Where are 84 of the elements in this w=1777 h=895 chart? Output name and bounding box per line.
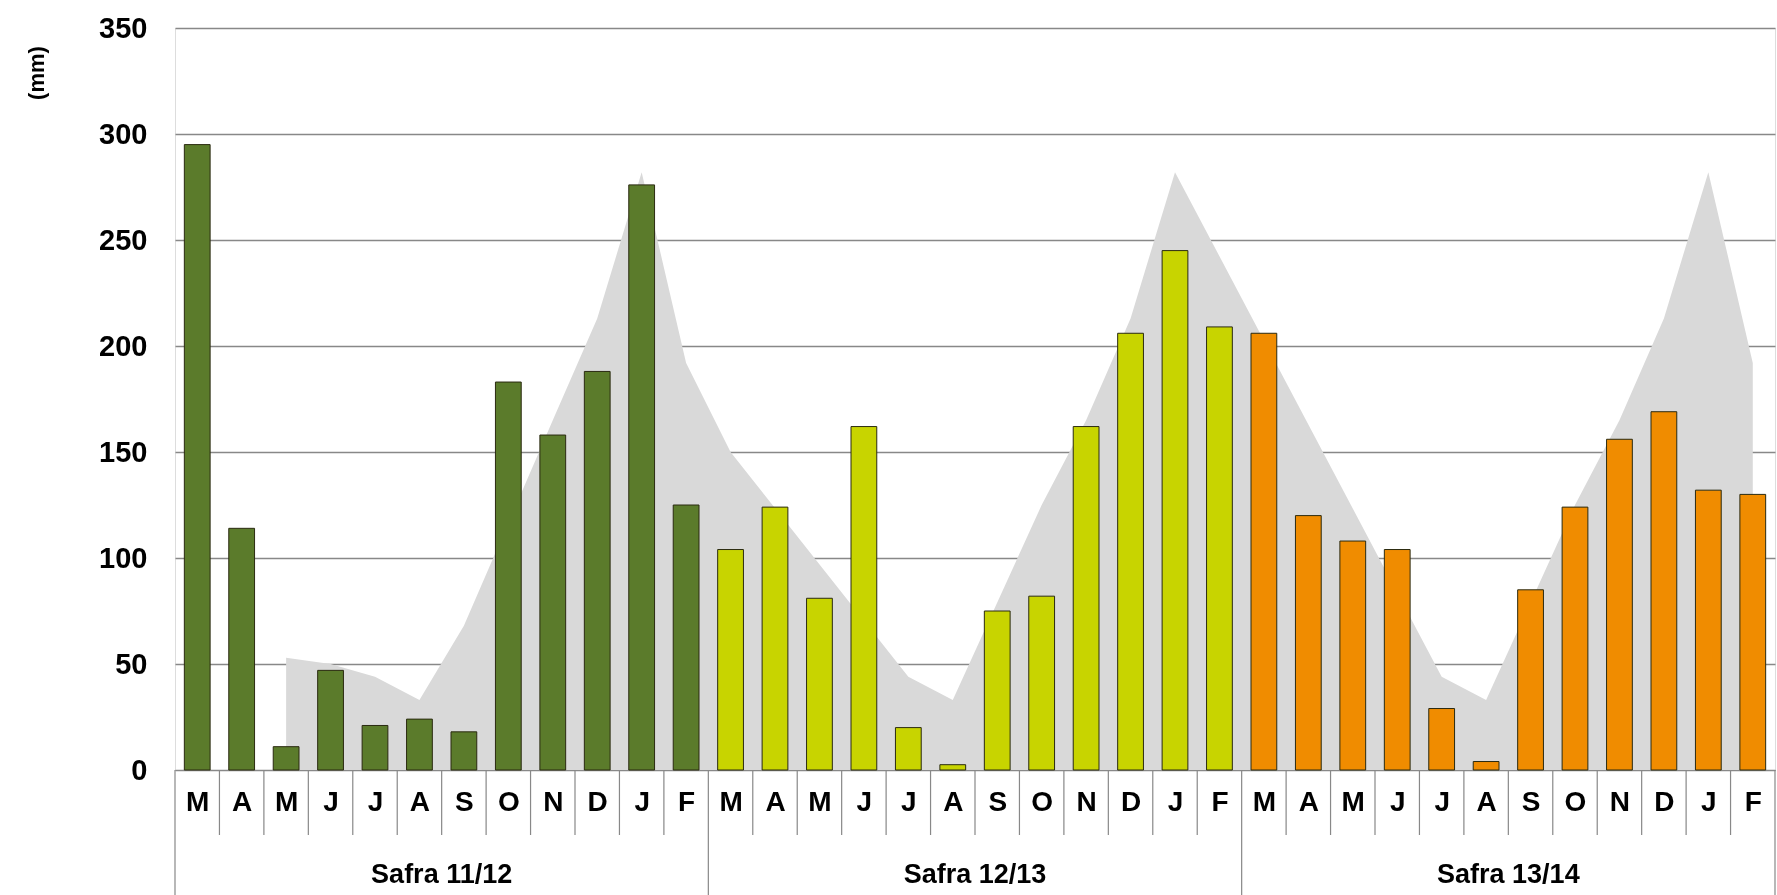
- bar: [1650, 411, 1678, 771]
- x-tick-label: J: [367, 785, 384, 817]
- bar: [850, 426, 878, 771]
- x-tick-label: J: [323, 785, 339, 817]
- x-tick-label: N: [1076, 785, 1097, 817]
- bar: [983, 610, 1011, 771]
- bar: [1694, 489, 1722, 771]
- bar: [1472, 761, 1500, 771]
- x-tick-label: S: [455, 785, 474, 817]
- y-tick-label: 300: [99, 117, 148, 150]
- bar: [1250, 332, 1278, 771]
- x-tick-label: A: [765, 785, 786, 817]
- bar: [894, 727, 922, 771]
- x-tick-label: J: [1434, 785, 1450, 817]
- y-tick-label: 250: [99, 223, 148, 256]
- x-tick-label: O: [497, 785, 520, 817]
- x-tick-label: M: [1252, 785, 1277, 817]
- x-tick-label: O: [1031, 785, 1054, 817]
- bar: [539, 434, 567, 771]
- bar: [1517, 589, 1544, 771]
- bar: [1739, 493, 1767, 771]
- x-tick-label: J: [1389, 785, 1406, 817]
- bar: [361, 724, 389, 771]
- text: Safra 11/12: [371, 859, 513, 889]
- x-tick-label: D: [1120, 785, 1142, 817]
- x-tick-label: J: [1167, 785, 1184, 817]
- text: Safra 13/14: [1437, 859, 1580, 889]
- x-tick-label: M: [719, 785, 743, 817]
- y-axis-title: (mm): [24, 46, 49, 100]
- x-tick-label: S: [988, 785, 1008, 817]
- x-tick-label: J: [901, 785, 917, 817]
- x-tick-label: O: [1564, 785, 1587, 817]
- text: Safra 12/13: [903, 859, 1047, 889]
- bar: [494, 381, 522, 771]
- bar: [1606, 438, 1633, 771]
- y-tick-label: 0: [131, 753, 148, 786]
- x-tick-label: A: [1476, 785, 1497, 817]
- x-tick-label: A: [409, 785, 431, 817]
- x-tick-label: F: [678, 785, 696, 817]
- bar: [1161, 250, 1189, 771]
- bar: [406, 718, 433, 771]
- bar: [628, 184, 656, 771]
- x-tick-label: F: [1211, 785, 1229, 817]
- x-tick-label: F: [1744, 785, 1762, 817]
- x-tick-label: M: [808, 785, 832, 817]
- bar: [1206, 326, 1233, 771]
- bar: [672, 504, 700, 771]
- bar: [1561, 506, 1589, 771]
- x-tick-label: N: [543, 785, 564, 817]
- bar: [717, 549, 744, 771]
- bar: [1028, 595, 1056, 771]
- y-tick-label: 350: [99, 11, 148, 44]
- y-tick-label: 200: [99, 329, 148, 362]
- bar: [806, 597, 833, 771]
- y-tick-label: 100: [99, 541, 148, 574]
- bar: [228, 527, 256, 771]
- x-tick-label: N: [1609, 785, 1631, 817]
- x-tick-label: D: [587, 785, 608, 817]
- bar: [450, 731, 478, 771]
- bar: [761, 506, 789, 771]
- bar: [939, 764, 967, 771]
- x-tick-label: J: [1701, 785, 1717, 817]
- x-tick-label: M: [274, 785, 299, 817]
- x-tick-label: A: [1298, 785, 1319, 817]
- bar: [317, 669, 344, 771]
- x-tick-label: A: [232, 785, 253, 817]
- bar: [1072, 426, 1100, 771]
- x-tick-label: S: [1521, 785, 1541, 817]
- y-tick-label: 150: [99, 435, 148, 468]
- bar: [1428, 708, 1456, 771]
- x-tick-label: J: [856, 785, 873, 817]
- x-tick-label: A: [943, 785, 964, 817]
- bar: [583, 370, 611, 771]
- x-tick-label: D: [1654, 785, 1675, 817]
- x-tick-label: M: [186, 785, 210, 817]
- bar: [1117, 332, 1144, 771]
- bar: [1339, 540, 1367, 771]
- y-tick-label: 50: [115, 647, 148, 680]
- bar: [272, 746, 300, 771]
- x-tick-label: J: [634, 785, 650, 817]
- x-tick-label: M: [1341, 785, 1365, 817]
- bar: [183, 144, 211, 771]
- bar: [1383, 549, 1411, 771]
- bar: [1294, 515, 1322, 771]
